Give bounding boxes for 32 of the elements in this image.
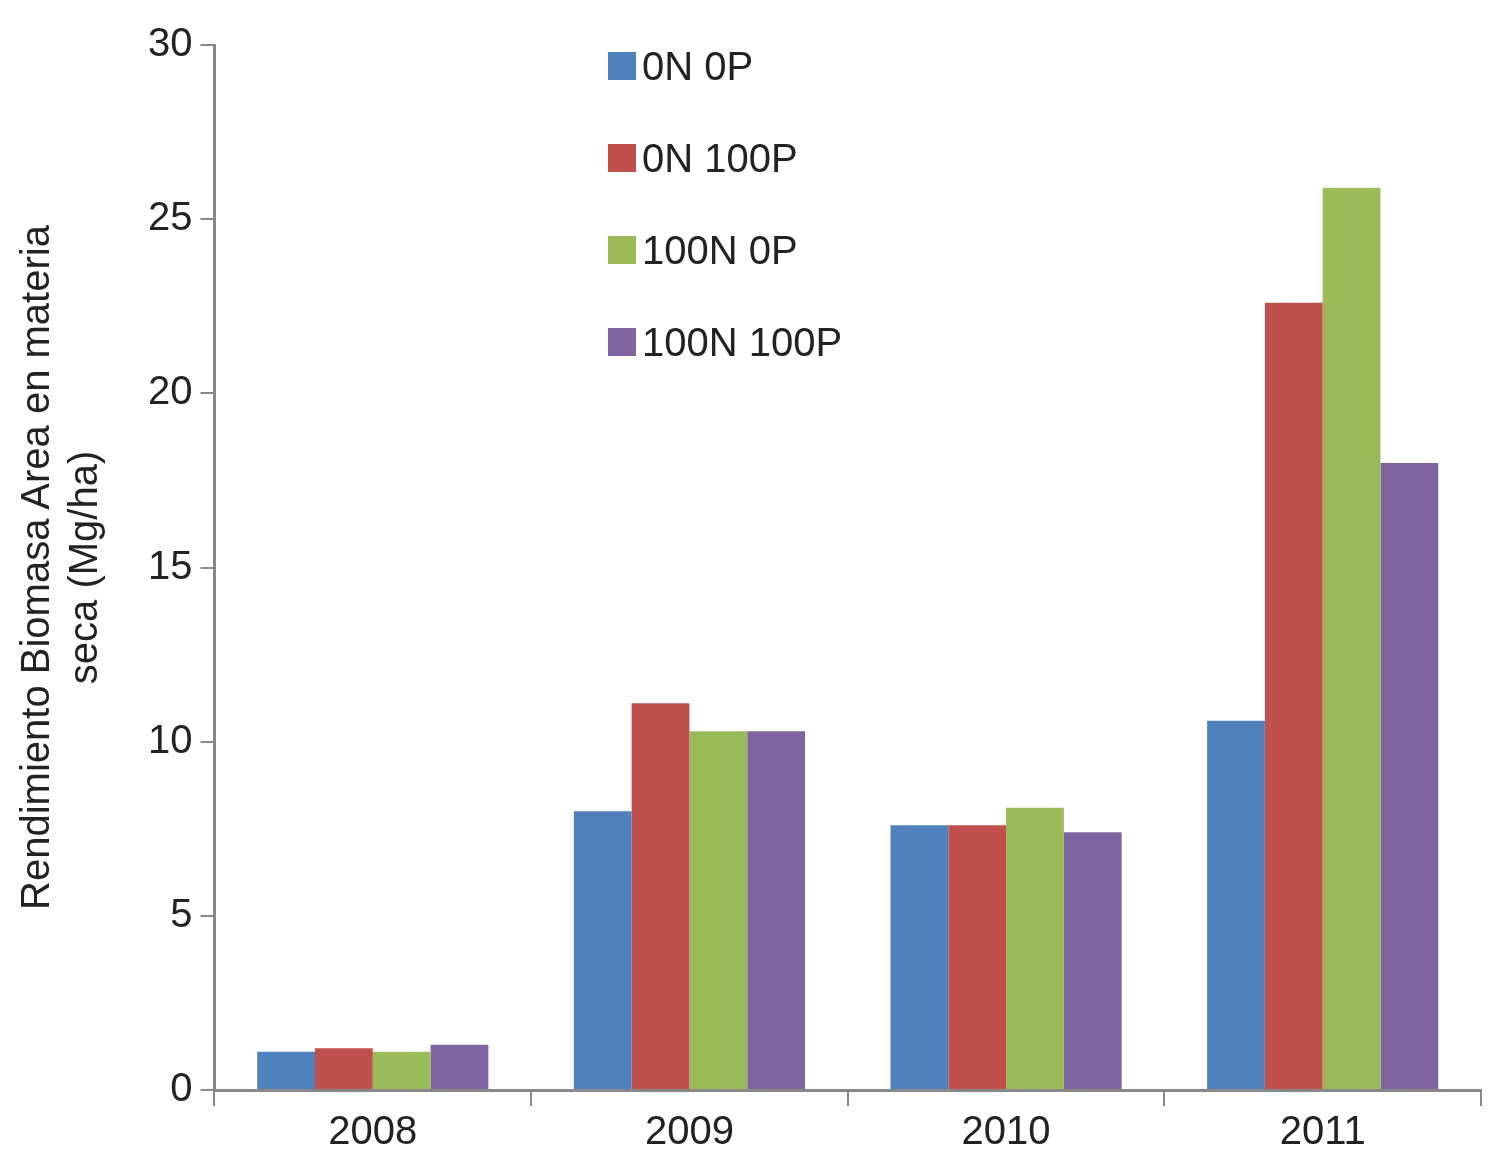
bar (747, 731, 805, 1089)
bar (315, 1048, 373, 1089)
legend-label: 0N 100P (642, 135, 798, 181)
bar (1207, 720, 1265, 1089)
legend-label: 100N 0P (642, 227, 798, 273)
y-axis-title: Rendimiento Biomasa Area en materia seca (Mg/ha) (13, 224, 106, 910)
y-tick-label: 30 (147, 20, 193, 65)
bar (257, 1051, 316, 1089)
bar (1006, 807, 1064, 1089)
bar (689, 731, 748, 1089)
x-tick-label: 2008 (328, 1108, 418, 1153)
x-tick-label: 2009 (644, 1108, 734, 1153)
y-tick-label: 10 (147, 716, 193, 761)
legend-label: 100N 100P (642, 319, 843, 365)
bar (631, 703, 690, 1089)
x-tick-label: 2011 (1279, 1108, 1366, 1153)
bar (573, 811, 632, 1089)
x-tick-label: 2010 (961, 1108, 1051, 1153)
bar (890, 825, 949, 1089)
bar (372, 1051, 431, 1089)
y-tick-label: 25 (147, 194, 193, 239)
bar (430, 1044, 489, 1089)
y-tick-label: 15 (147, 542, 193, 587)
y-tick-label: 5 (170, 890, 193, 935)
y-tick-label: 20 (147, 368, 193, 413)
y-tick-label: 0 (170, 1065, 193, 1110)
bar (948, 825, 1007, 1089)
bar (1380, 463, 1439, 1089)
bar (1322, 187, 1381, 1089)
bar (1063, 832, 1122, 1089)
bar (1264, 302, 1323, 1089)
legend-label: 0N 0P (642, 43, 754, 89)
